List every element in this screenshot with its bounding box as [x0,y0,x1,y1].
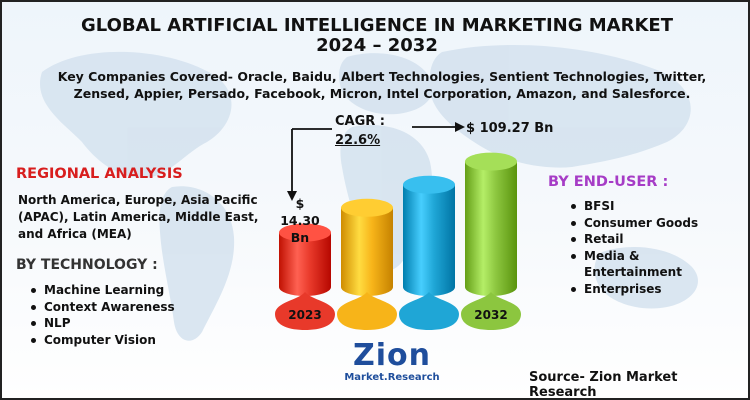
title-line-2: 2024 – 2032 [316,35,438,56]
cylinder-top [341,198,393,217]
technology-item: Context Awareness [28,299,175,316]
zion-logo: Zion Market.Research [342,340,442,390]
technology-item: Computer Vision [28,332,175,349]
regional-analysis-heading: REGIONAL ANALYSIS [16,166,183,182]
key-companies-text: Key Companies Covered- Oracle, Baidu, Al… [57,69,707,101]
regional-analysis-text: North America, Europe, Asia Pacific (APA… [18,193,259,241]
end-user-list: BFSI Consumer Goods Retail Media & Enter… [568,198,728,297]
arrow-head-right [455,122,465,132]
year-label-badge [461,292,521,330]
cagr-arrow-down [291,128,332,195]
cylinder-body [279,232,331,296]
cylinder-body [341,207,393,296]
year-label-badge [275,292,335,330]
year-label-badge [337,292,397,330]
cylinder-bar [279,223,331,296]
technology-item: NLP [28,315,175,332]
cylinder-bar [341,198,393,296]
logo-wordmark: Zion [352,338,431,373]
cagr-value: 22.6% [335,133,381,148]
year-label-badge [399,292,459,330]
end-user-item: Media & Entertainment [568,248,728,281]
cylinder-bar [465,152,517,296]
start-value-label: $ 14.30 Bn [280,196,320,245]
by-technology-heading: BY TECHNOLOGY : [16,257,158,273]
cylinder-bar [403,175,455,296]
logo-subtext: Market.Research [344,372,440,383]
market-growth-chart: 2023 2032 [275,122,521,330]
end-value-label: $ 109.27 Bn [466,121,554,136]
end-user-item: Enterprises [568,281,728,298]
end-user-item: Retail [568,231,728,248]
end-user-item: Consumer Goods [568,215,728,232]
cylinder-body [465,161,517,296]
cylinder-top [403,175,455,194]
cylinder-top [465,152,517,171]
by-end-user-heading: BY END-USER : [548,174,669,190]
x-tick-label: 2023 [288,308,321,322]
cylinder-top [279,223,331,242]
end-user-item: BFSI [568,198,728,215]
title-line-1: GLOBAL ARTIFICIAL INTELLIGENCE IN MARKET… [81,15,673,36]
source-text: Source- Zion Market Research [529,370,678,400]
x-tick-label: 2032 [474,308,507,322]
cagr-label: CAGR : [335,114,386,129]
cylinder-body [403,184,455,296]
technology-list: Machine Learning Context Awareness NLP C… [28,282,175,348]
technology-item: Machine Learning [28,282,175,299]
arrow-head-down [287,191,297,201]
